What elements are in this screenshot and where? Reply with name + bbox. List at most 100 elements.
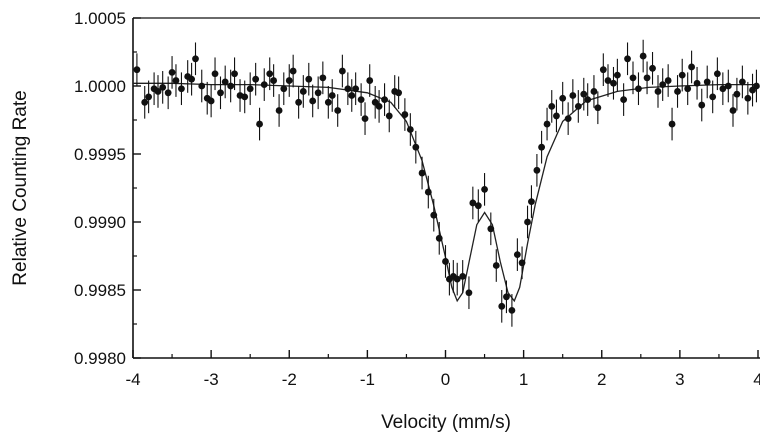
data-marker [654, 88, 662, 95]
data-point [260, 68, 268, 101]
data-marker [361, 115, 369, 123]
data-point [590, 75, 598, 108]
data-point [275, 94, 283, 127]
data-point [207, 84, 215, 118]
data-marker [299, 88, 307, 95]
data-point [366, 64, 374, 97]
data-point [664, 64, 672, 97]
data-marker [285, 77, 293, 84]
data-point [217, 76, 224, 110]
x-tick-label: -4 [125, 370, 140, 389]
data-point [744, 81, 752, 115]
data-marker [719, 85, 727, 93]
data-marker [465, 289, 473, 297]
data-point [474, 189, 482, 222]
data-point [719, 72, 727, 106]
data-marker [314, 89, 322, 97]
data-marker [604, 77, 612, 84]
data-marker [211, 70, 219, 78]
data-point [280, 72, 288, 106]
y-tick-label: 0.9980 [74, 349, 126, 368]
data-marker [584, 96, 592, 103]
data-marker [635, 85, 642, 93]
data-point [305, 62, 313, 96]
data-marker [154, 88, 162, 95]
data-point [610, 66, 617, 100]
data-point [543, 107, 551, 141]
data-marker [344, 85, 352, 93]
data-marker [172, 77, 180, 84]
data-marker [693, 79, 701, 87]
data-point [574, 90, 582, 123]
data-marker [513, 251, 521, 259]
data-marker [252, 75, 260, 83]
data-point [629, 61, 637, 95]
data-marker [724, 82, 732, 90]
data-marker [620, 96, 628, 103]
data-point [424, 175, 432, 209]
data-point [733, 77, 741, 111]
data-marker [744, 94, 752, 102]
data-marker [688, 63, 695, 71]
data-point [459, 260, 467, 293]
data-marker [198, 82, 206, 90]
data-marker [164, 89, 172, 97]
data-point [453, 262, 461, 296]
data-marker [559, 94, 567, 102]
data-marker [412, 143, 420, 151]
data-point [559, 81, 567, 115]
data-point [487, 212, 495, 246]
x-axis-label: Velocity (mm/s) [381, 412, 511, 433]
data-point [613, 58, 621, 92]
data-point [738, 65, 746, 99]
data-point [412, 130, 420, 164]
data-marker [192, 55, 199, 63]
data-marker [221, 78, 229, 86]
data-marker [366, 77, 374, 84]
data-marker [289, 67, 297, 75]
data-marker [381, 96, 388, 103]
data-point [513, 238, 521, 271]
data-point [256, 107, 263, 141]
data-marker [324, 98, 332, 106]
data-marker [498, 302, 506, 310]
data-point [533, 154, 541, 187]
data-point [168, 56, 176, 89]
data-marker [260, 81, 268, 89]
data-point [724, 69, 732, 103]
data-point [159, 71, 167, 104]
data-marker [664, 77, 672, 84]
data-point [192, 42, 199, 76]
data-point [324, 86, 332, 119]
data-marker [753, 82, 760, 90]
data-point [371, 86, 379, 119]
data-point [569, 79, 577, 112]
data-marker [643, 74, 651, 82]
data-point [211, 57, 219, 91]
data-marker [543, 120, 551, 128]
data-marker [385, 112, 393, 120]
data-point [548, 90, 556, 123]
data-marker [684, 85, 692, 93]
data-point [241, 80, 249, 114]
data-point [344, 72, 352, 106]
data-point [668, 107, 676, 141]
data-point [442, 245, 449, 278]
data-marker [241, 93, 249, 101]
data-point [709, 80, 717, 114]
data-marker [188, 75, 195, 83]
data-point [654, 75, 662, 108]
data-marker [357, 96, 365, 103]
data-point [188, 62, 195, 96]
data-point [295, 86, 303, 119]
data-point [528, 185, 535, 218]
data-marker [442, 258, 449, 265]
data-point [385, 99, 393, 133]
data-marker [178, 85, 185, 93]
data-point [503, 280, 510, 314]
data-point [674, 75, 681, 108]
data-point [643, 61, 651, 95]
plot-frame [132, 17, 760, 359]
data-marker [141, 98, 149, 106]
